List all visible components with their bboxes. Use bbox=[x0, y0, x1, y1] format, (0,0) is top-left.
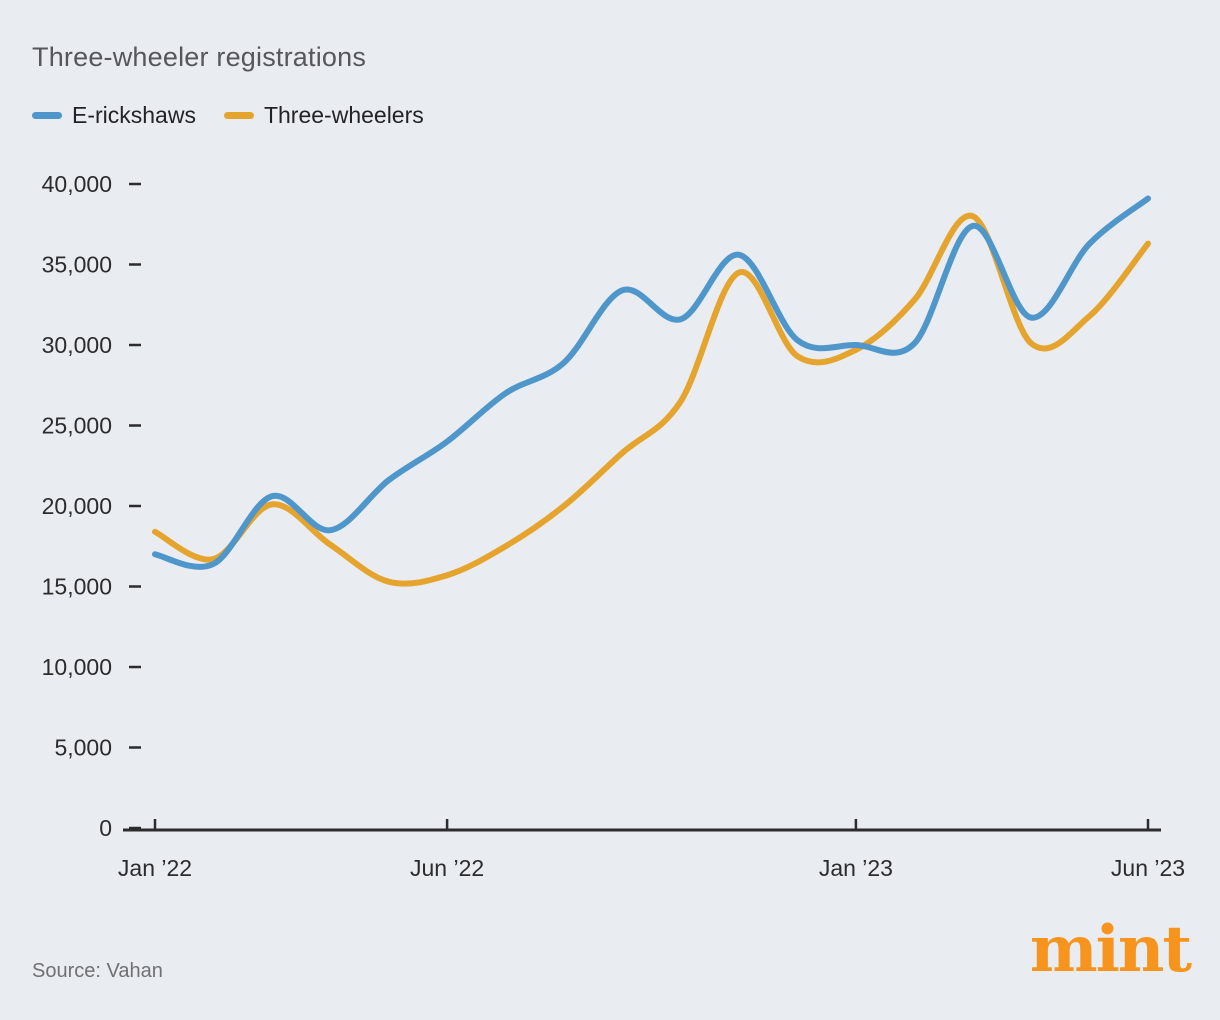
x-axis-label: Jan ’23 bbox=[819, 855, 893, 881]
legend-item-e-rickshaws: E-rickshaws bbox=[32, 102, 196, 129]
three-wheelers-swatch-icon bbox=[223, 112, 254, 119]
y-axis: 0 5,000 10,000 15,000 20,000 25,000 30,000 35,0… bbox=[42, 171, 141, 841]
y-axis-label: 40,000 bbox=[42, 171, 112, 197]
legend: E-rickshaws Three-wheelers bbox=[32, 102, 424, 129]
legend-label-e-rickshaws: E-rickshaws bbox=[72, 102, 196, 128]
x-axis: Jan ’22 Jun ’22 Jan ’23 Jun ’23 bbox=[118, 819, 1185, 881]
y-axis-label: 20,000 bbox=[42, 493, 112, 519]
legend-item-three-wheelers: Three-wheelers bbox=[223, 102, 424, 129]
page-title: Three-wheeler registrations bbox=[32, 42, 367, 72]
y-axis-label: 25,000 bbox=[42, 413, 112, 439]
y-axis-label: 15,000 bbox=[42, 574, 112, 600]
x-axis-label: Jun ’23 bbox=[1111, 855, 1185, 881]
y-axis-label: 35,000 bbox=[42, 252, 112, 278]
e-rickshaws-swatch-icon bbox=[32, 112, 62, 119]
mint-logo: mint bbox=[1029, 912, 1192, 987]
legend-label-three-wheelers: Three-wheelers bbox=[263, 102, 424, 128]
source-text: Source: Vahan bbox=[32, 960, 163, 982]
y-axis-label: 5,000 bbox=[54, 735, 112, 761]
y-axis-label: 10,000 bbox=[42, 654, 112, 680]
x-axis-label: Jun ’22 bbox=[410, 855, 484, 881]
y-axis-label: 30,000 bbox=[42, 332, 112, 358]
x-axis-label: Jan ’22 bbox=[118, 855, 192, 881]
series-line-three-wheelers bbox=[152, 212, 1151, 587]
series-line-e-rickshaws bbox=[152, 195, 1151, 570]
y-axis-label: 0 bbox=[99, 815, 112, 841]
